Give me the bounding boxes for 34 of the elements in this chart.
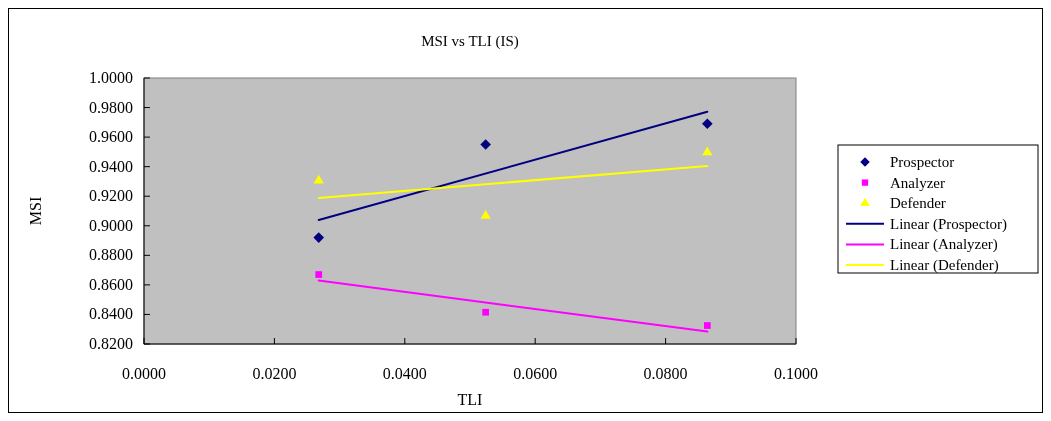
point [313, 232, 325, 243]
x-tick-label: 0.0400 [382, 365, 427, 382]
y-tick-label: 0.9200 [89, 187, 133, 205]
point [480, 209, 491, 219]
point [315, 271, 323, 278]
point [480, 139, 491, 150]
point [702, 146, 713, 156]
chart-title: MSI vs TLI (IS) [421, 33, 519, 50]
x-tick-label: 0.0200 [252, 365, 297, 382]
y-tick-label: 0.8800 [89, 246, 133, 264]
y-axis-title: MSI [27, 196, 44, 226]
point [313, 174, 324, 184]
point [482, 308, 489, 316]
x-axis-title: TLI [457, 391, 483, 408]
point [703, 322, 711, 329]
y-tick-label: 1.0000 [89, 69, 133, 86]
y-tick-label: 0.9400 [89, 157, 133, 175]
y-tick-label: 0.9600 [89, 128, 133, 146]
x-tick-label: 0.1000 [774, 365, 818, 382]
legend-label: Linear (Analyzer) [890, 236, 998, 254]
legend-label: Prospector [890, 154, 955, 170]
x-tick-label: 0.0800 [643, 365, 688, 382]
legend-label: Linear (Defender) [890, 257, 999, 274]
y-tick-label: 0.9800 [89, 98, 133, 116]
point [702, 118, 713, 130]
y-tick-label: 0.8200 [89, 335, 133, 352]
x-tick-label: 0.0600 [513, 365, 558, 382]
x-tick-label: 0.0000 [122, 365, 166, 382]
y-tick-label: 0.8400 [89, 305, 133, 323]
y-tick-label: 0.9000 [89, 216, 133, 234]
legend-label: Linear (Prospector) [890, 215, 1008, 233]
legend-label: Analyzer [890, 174, 945, 191]
y-tick-label: 0.8600 [89, 275, 133, 293]
legend-label: Defender [890, 195, 946, 212]
